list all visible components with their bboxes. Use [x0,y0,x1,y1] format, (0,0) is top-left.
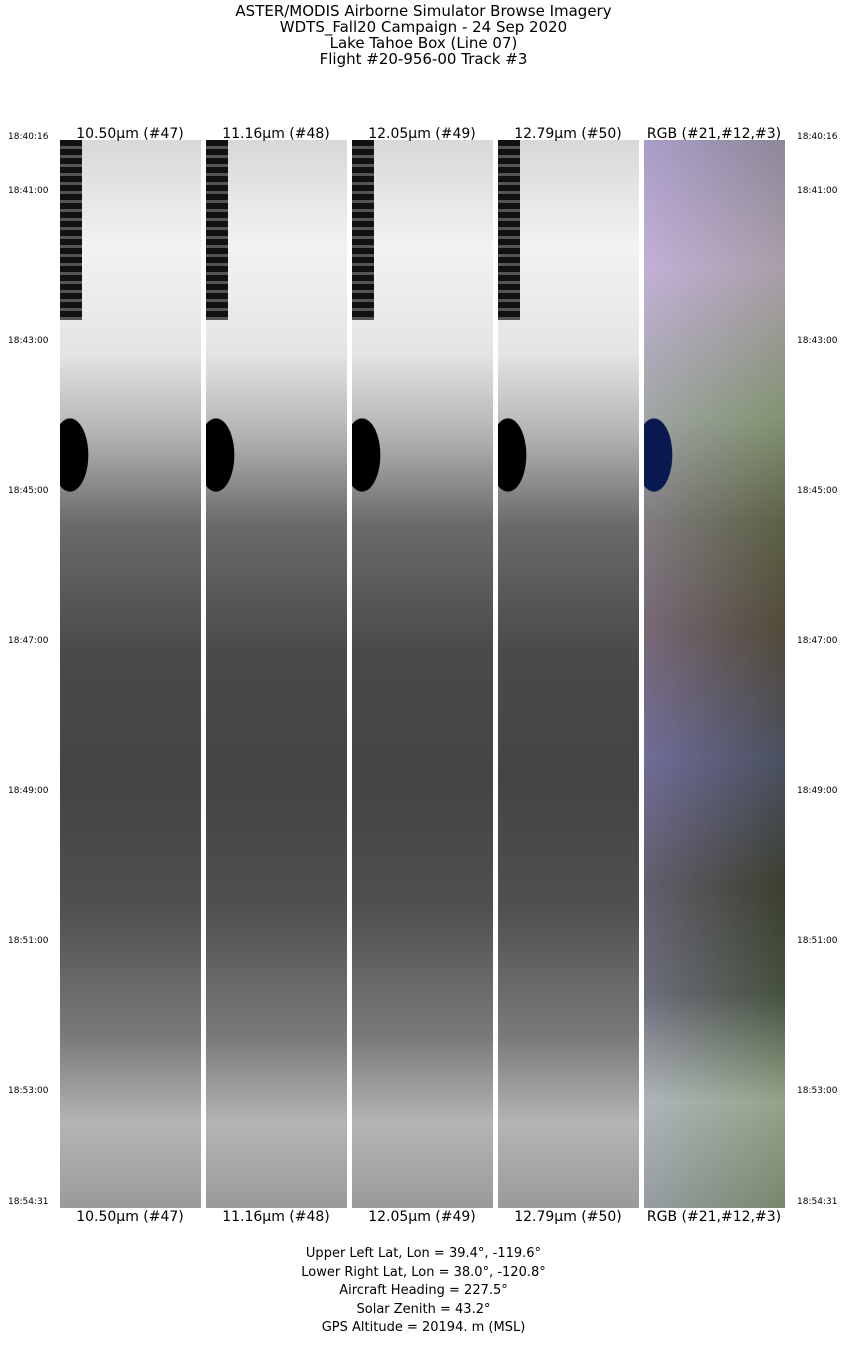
panel-label-bottom: 12.05µm (#49) [368,1209,476,1225]
time-label-right: 18:54:31 [797,1197,838,1207]
time-label-right: 18:40:16 [797,132,838,142]
image-strip-gray [352,140,493,1208]
panel-label-bottom: RGB (#21,#12,#3) [646,1209,782,1225]
title-line: Lake Tahoe Box (Line 07) [329,34,518,52]
footer-line: Aircraft Heading = 227.5° [339,1283,508,1299]
time-label-right: 18:41:00 [797,186,838,196]
time-label-left: 18:53:00 [8,1086,49,1096]
time-label-right: 18:49:00 [797,786,838,796]
footer-line: GPS Altitude = 20194. m (MSL) [321,1320,526,1336]
time-label-left: 18:54:31 [8,1197,49,1207]
time-label-right: 18:53:00 [797,1086,838,1096]
panel-label-bottom: 10.50µm (#47) [76,1209,184,1225]
footer-metadata: Upper Left Lat, Lon = 39.4°, -119.6° Low… [0,1245,847,1338]
panel-label-bottom: 12.79µm (#50) [514,1209,622,1225]
image-strip-gray [206,140,347,1208]
time-label-left: 18:51:00 [8,936,49,946]
time-label-left: 18:47:00 [8,636,49,646]
panel-label-top: 10.50µm (#47) [76,126,184,142]
page-title: ASTER/MODIS Airborne Simulator Browse Im… [0,3,847,67]
time-label-right: 18:45:00 [797,486,838,496]
title-line: WDTS_Fall20 Campaign - 24 Sep 2020 [279,18,568,36]
time-label-left: 18:43:00 [8,336,49,346]
image-strip-gray [498,140,639,1208]
panel-label-top: 11.16µm (#48) [222,126,330,142]
panel-label-top: RGB (#21,#12,#3) [646,126,782,142]
footer-line: Lower Right Lat, Lon = 38.0°, -120.8° [301,1264,546,1280]
footer-line: Upper Left Lat, Lon = 39.4°, -119.6° [305,1246,542,1261]
time-label-left: 18:49:00 [8,786,49,796]
title-line: ASTER/MODIS Airborne Simulator Browse Im… [235,2,612,20]
time-label-left: 18:41:00 [8,186,49,196]
time-label-right: 18:43:00 [797,336,838,346]
image-strip-gray [60,140,201,1208]
time-label-left: 18:40:16 [8,132,49,142]
time-label-right: 18:51:00 [797,936,838,946]
panel-label-top: 12.79µm (#50) [514,126,622,142]
time-label-right: 18:47:00 [797,636,838,646]
footer-line: Solar Zenith = 43.2° [356,1301,491,1317]
title-line: Flight #20-956-00 Track #3 [319,50,528,68]
panel-label-top: 12.05µm (#49) [368,126,476,142]
panel-label-bottom: 11.16µm (#48) [222,1209,330,1225]
image-strip-rgb [644,140,785,1208]
time-label-left: 18:45:00 [8,486,49,496]
